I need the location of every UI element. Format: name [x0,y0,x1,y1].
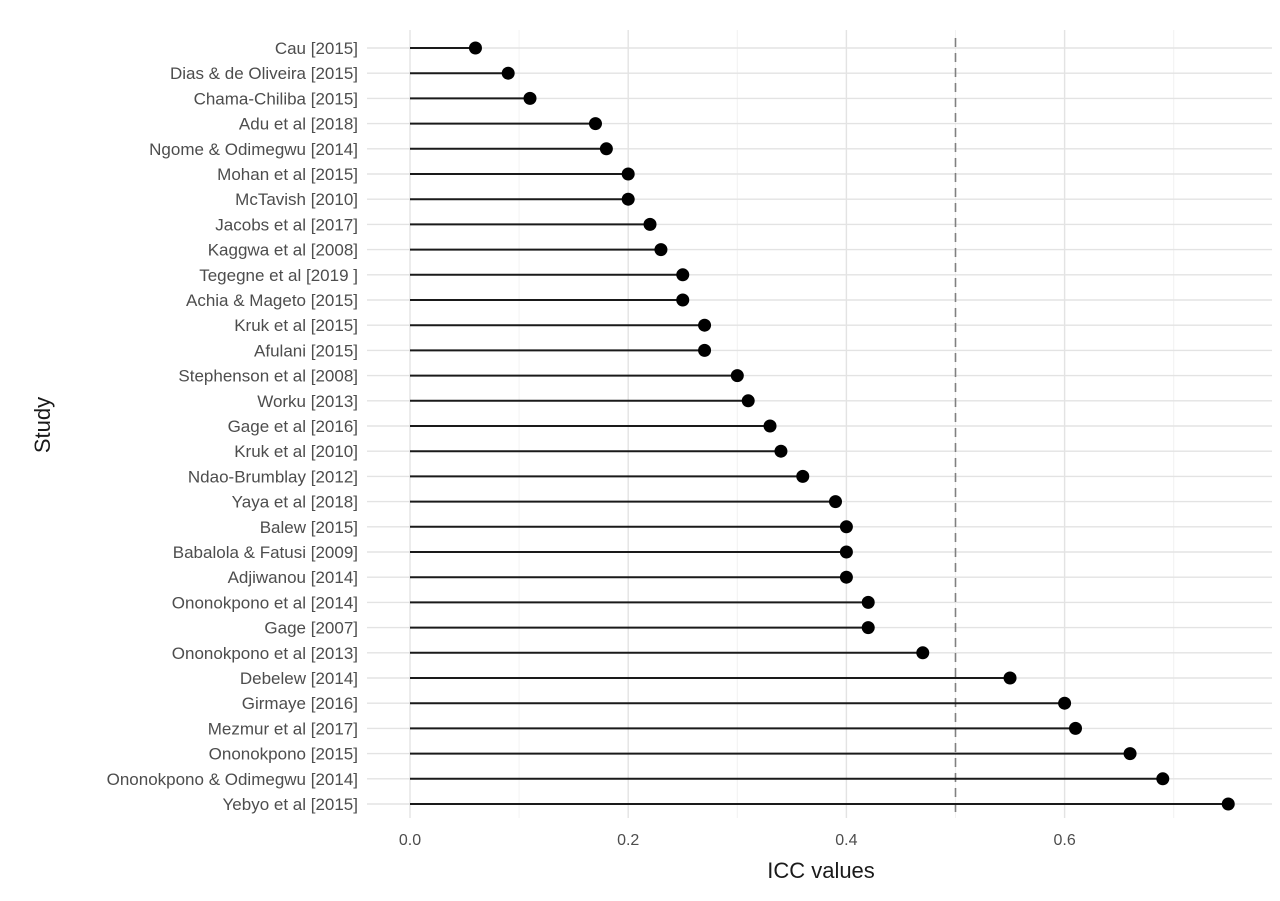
study-label: Mezmur et al [2017] [208,719,358,738]
lollipop-point [861,621,875,635]
lollipop-point [523,91,537,105]
lollipop-point [1058,696,1072,710]
study-label: Afulani [2015] [254,341,358,360]
lollipop-point [468,41,482,55]
lollipop-point [730,369,744,383]
x-tick-label: 0.2 [617,832,639,849]
lollipop-point [839,570,853,584]
study-label: Yebyo et al [2015] [223,795,359,814]
x-tick-labels: 0.0 0.2 0.4 0.6 [399,832,1076,849]
lollipop-point [763,419,777,433]
study-label: Ngome & Odimegwu [2014] [149,140,358,159]
lollipop-point [796,469,810,483]
study-labels: Cau [2015] Dias & de Oliveira [2015] Chama… [107,39,358,814]
study-label: Kruk et al [2010] [234,442,358,461]
study-label: Achia & Mageto [2015] [186,291,358,310]
lollipop-point [621,167,635,181]
lollipop-point [741,394,755,408]
study-label: Yaya et al [2018] [232,493,358,512]
study-label: Stephenson et al [2008] [178,367,358,386]
study-label: Adu et al [2018] [239,115,358,134]
study-label: Ononokpono & Odimegwu [2014] [107,770,358,789]
lollipop-point [599,142,613,156]
study-label: Ononokpono et al [2014] [172,593,358,612]
study-label: Ononokpono [2015] [209,745,358,764]
study-label: Ononokpono et al [2013] [172,644,358,663]
lollipop-point [1221,797,1235,811]
study-label: Ndao-Brumblay [2012] [188,467,358,486]
lollipop-point [1123,747,1137,761]
study-label: Kaggwa et al [2008] [208,241,358,260]
lollipop-point [698,318,712,332]
study-label: Jacobs et al [2017] [215,215,358,234]
study-label: Dias & de Oliveira [2015] [170,64,358,83]
study-label: Adjiwanou [2014] [228,568,358,587]
lollipop-point [676,268,690,282]
lollipop-point [828,495,842,509]
lollipop-point [654,243,668,257]
stems [410,47,1229,805]
x-axis-title: ICC values [767,858,875,883]
lollipop-point [676,293,690,307]
points [468,41,1235,811]
lollipop-point [1069,721,1083,735]
lollipop-point [621,192,635,206]
lollipop-point [839,545,853,559]
study-label: Mohan et al [2015] [217,165,358,184]
lollipop-point [698,343,712,357]
study-label: Balew [2015] [260,518,358,537]
y-axis-title: Study [30,397,55,453]
study-label: Tegegne et al [2019 ] [199,266,358,285]
study-label: Gage [2007] [264,619,358,638]
lollipop-point [916,646,930,660]
study-label: Cau [2015] [275,39,358,58]
lollipop-point [643,217,657,231]
study-label: Chama-Chiliba [2015] [194,89,358,108]
study-label: Debelew [2014] [240,669,358,688]
lollipop-point [1156,772,1170,786]
study-label: McTavish [2010] [235,190,358,209]
study-label: Girmaye [2016] [242,694,358,713]
lollipop-point [1003,671,1017,685]
x-tick-label: 0.4 [835,832,857,849]
x-tick-label: 0.0 [399,832,421,849]
lollipop-point [839,520,853,534]
lollipop-point [588,117,602,131]
lollipop-point [861,595,875,609]
study-label: Gage et al [2016] [228,417,358,436]
study-label: Kruk et al [2015] [234,316,358,335]
lollipop-point [774,444,788,458]
study-label: Babalola & Fatusi [2009] [173,543,358,562]
lollipop-point [501,66,515,80]
x-tick-label: 0.6 [1053,832,1075,849]
study-label: Worku [2013] [257,392,358,411]
